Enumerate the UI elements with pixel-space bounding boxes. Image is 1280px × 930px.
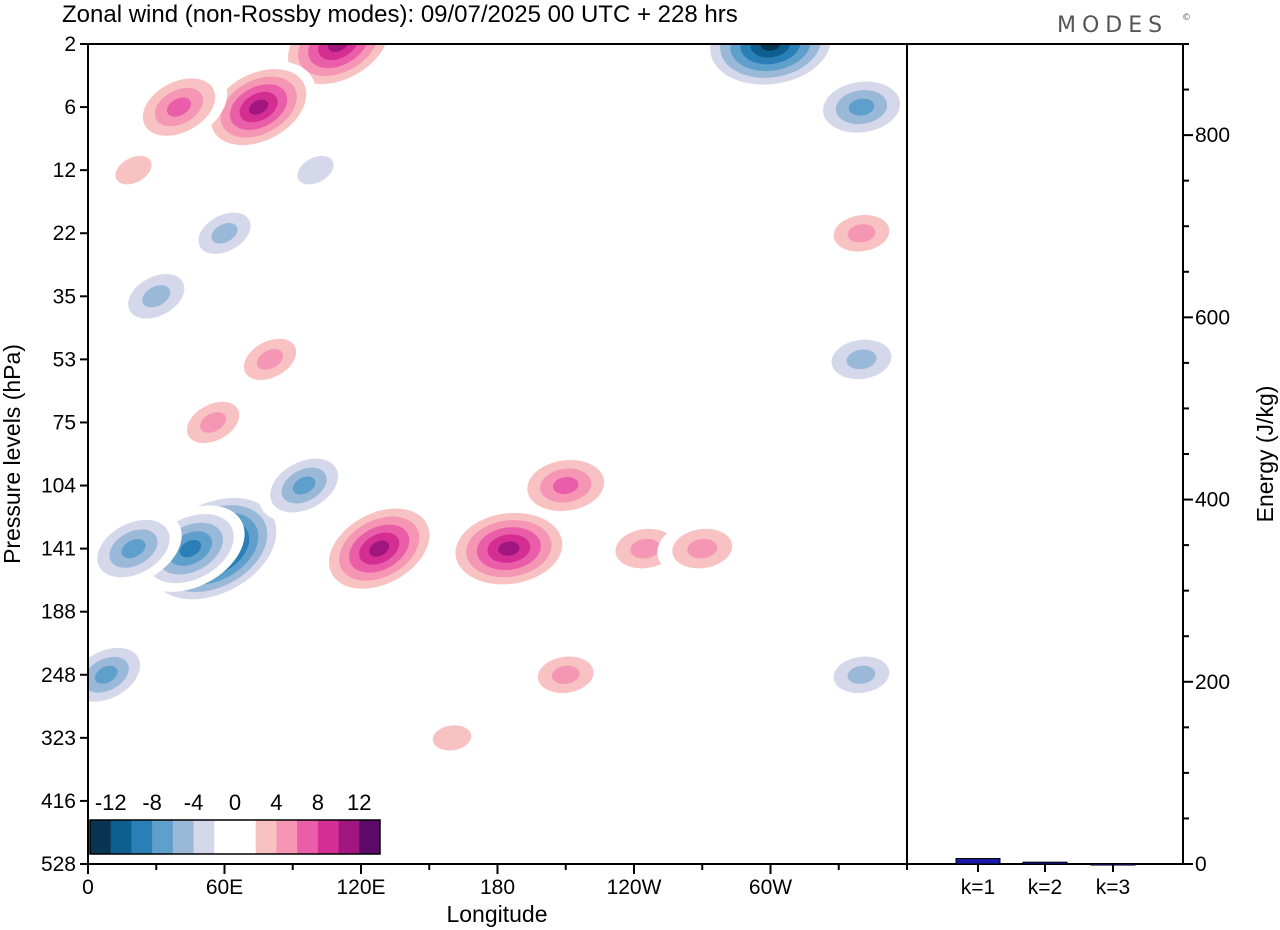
- colorbar-tick-label: 4: [270, 790, 282, 815]
- energy-bar: [1022, 861, 1068, 865]
- energy-category-label: k=2: [1028, 876, 1062, 899]
- colorbar: -12 -8 -4 0 4 8 12: [89, 790, 381, 855]
- contour-cell: [166, 97, 192, 117]
- colorbar-swatch: [90, 820, 112, 854]
- contour-cell: [211, 222, 238, 244]
- energy-category-label: k=3: [1096, 876, 1130, 899]
- heatmap-plot-area: [88, 44, 907, 864]
- y-tick-label: 416: [41, 790, 76, 813]
- contour-cell: [256, 349, 284, 370]
- colorbar-tick-label: 12: [347, 790, 371, 815]
- y-tick-label: 2: [64, 33, 76, 56]
- energy-axis-label: Energy (J/kg): [1252, 386, 1278, 523]
- contour-cell: [179, 539, 202, 558]
- y-tick-label: 141: [41, 538, 76, 561]
- contour-cell: [297, 155, 334, 185]
- energy-tick-label: 200: [1195, 671, 1230, 694]
- x-tick-label: 180: [480, 876, 515, 899]
- colorbar-tick-label: 8: [312, 790, 324, 815]
- contour-cell: [740, 44, 801, 65]
- energy-tick-label: 400: [1195, 489, 1230, 512]
- energy-bar: [955, 858, 1001, 865]
- contour-cell: [551, 665, 580, 684]
- y-tick-label: 6: [64, 96, 76, 119]
- pressure-axis: 2 6 12 22 35 53 75 104 141 188 248 323 416 528: [41, 33, 88, 876]
- contour-cell: [369, 540, 390, 557]
- colorbar-swatch: [317, 820, 340, 854]
- colorbar-swatch: [172, 820, 195, 854]
- x-tick-label: 0: [82, 876, 94, 899]
- logo-registered-mark: ©: [1182, 13, 1191, 23]
- colorbar-swatch: [235, 820, 257, 854]
- colorbar-swatch: [110, 820, 132, 854]
- energy-axis: 0 200 400 600 800: [1183, 43, 1230, 876]
- energy-category-label: k=1: [961, 876, 995, 899]
- contour-cell: [847, 665, 876, 684]
- x-tick-label: 60E: [206, 876, 243, 899]
- longitude-axis: 0 60E 120E 180 120W 60W: [82, 864, 908, 899]
- contour-cell: [846, 349, 877, 370]
- colorbar-swatch: [297, 820, 319, 854]
- contour-cell: [848, 98, 875, 116]
- colorbar-swatch: [338, 820, 360, 854]
- y-tick-label: 188: [41, 601, 76, 624]
- x-tick-label: 120E: [336, 876, 385, 899]
- colorbar-swatch: [214, 820, 236, 854]
- y-tick-label: 104: [41, 475, 76, 498]
- modes-logo: MODES: [1057, 13, 1168, 38]
- contour-cell: [200, 412, 227, 433]
- colorbar-tick-label: -8: [142, 790, 162, 815]
- contour-cell: [142, 285, 171, 308]
- energy-bars: k=1 k=2 k=3: [955, 858, 1136, 899]
- y-tick-label: 248: [41, 664, 76, 687]
- energy-tick-label: 0: [1195, 853, 1207, 876]
- contour-cell: [115, 155, 152, 185]
- colorbar-swatch: [276, 820, 298, 854]
- colorbar-swatch: [255, 820, 277, 854]
- colorbar-swatch: [152, 820, 174, 854]
- x-tick-label: 120W: [607, 876, 662, 899]
- contour-cell: [249, 99, 269, 115]
- colorbar-frame: [89, 819, 381, 855]
- chart-title: Zonal wind (non-Rossby modes): 09/07/202…: [62, 1, 738, 28]
- y-tick-label: 12: [53, 159, 76, 182]
- energy-tick-label: 800: [1195, 124, 1230, 147]
- energy-panel-frame: [906, 43, 1184, 865]
- y-tick-label: 22: [53, 222, 76, 245]
- contour-cell: [687, 538, 718, 559]
- x-tick-label: 60W: [749, 876, 792, 899]
- contour-field: [88, 44, 907, 763]
- y-tick-label: 528: [41, 853, 76, 876]
- contour-cell: [94, 665, 118, 684]
- colorbar-swatch: [359, 820, 381, 854]
- contour-cell: [630, 538, 661, 559]
- colorbar-tick-label: -4: [184, 790, 204, 815]
- contour-cell: [760, 44, 781, 51]
- contour-cell: [498, 541, 520, 556]
- y-tick-label: 53: [53, 348, 76, 371]
- colorbar-swatch: [193, 820, 215, 854]
- y-axis-label: Pressure levels (hPa): [0, 344, 25, 564]
- contour-cell: [318, 44, 359, 61]
- y-tick-label: 35: [53, 285, 76, 308]
- contour-cell: [121, 539, 146, 559]
- colorbar-tick-label: -12: [95, 790, 127, 815]
- colorbar-tick-label: 0: [229, 790, 241, 815]
- y-tick-label: 323: [41, 727, 76, 750]
- x-axis-label: Longitude: [446, 901, 547, 927]
- colorbar-swatch: [131, 820, 153, 854]
- energy-tick-label: 600: [1195, 306, 1230, 329]
- contour-cell: [552, 477, 579, 495]
- y-tick-label: 75: [53, 411, 76, 434]
- contour-cell: [847, 224, 876, 243]
- contour-cell: [432, 725, 472, 751]
- contour-cell: [292, 476, 316, 495]
